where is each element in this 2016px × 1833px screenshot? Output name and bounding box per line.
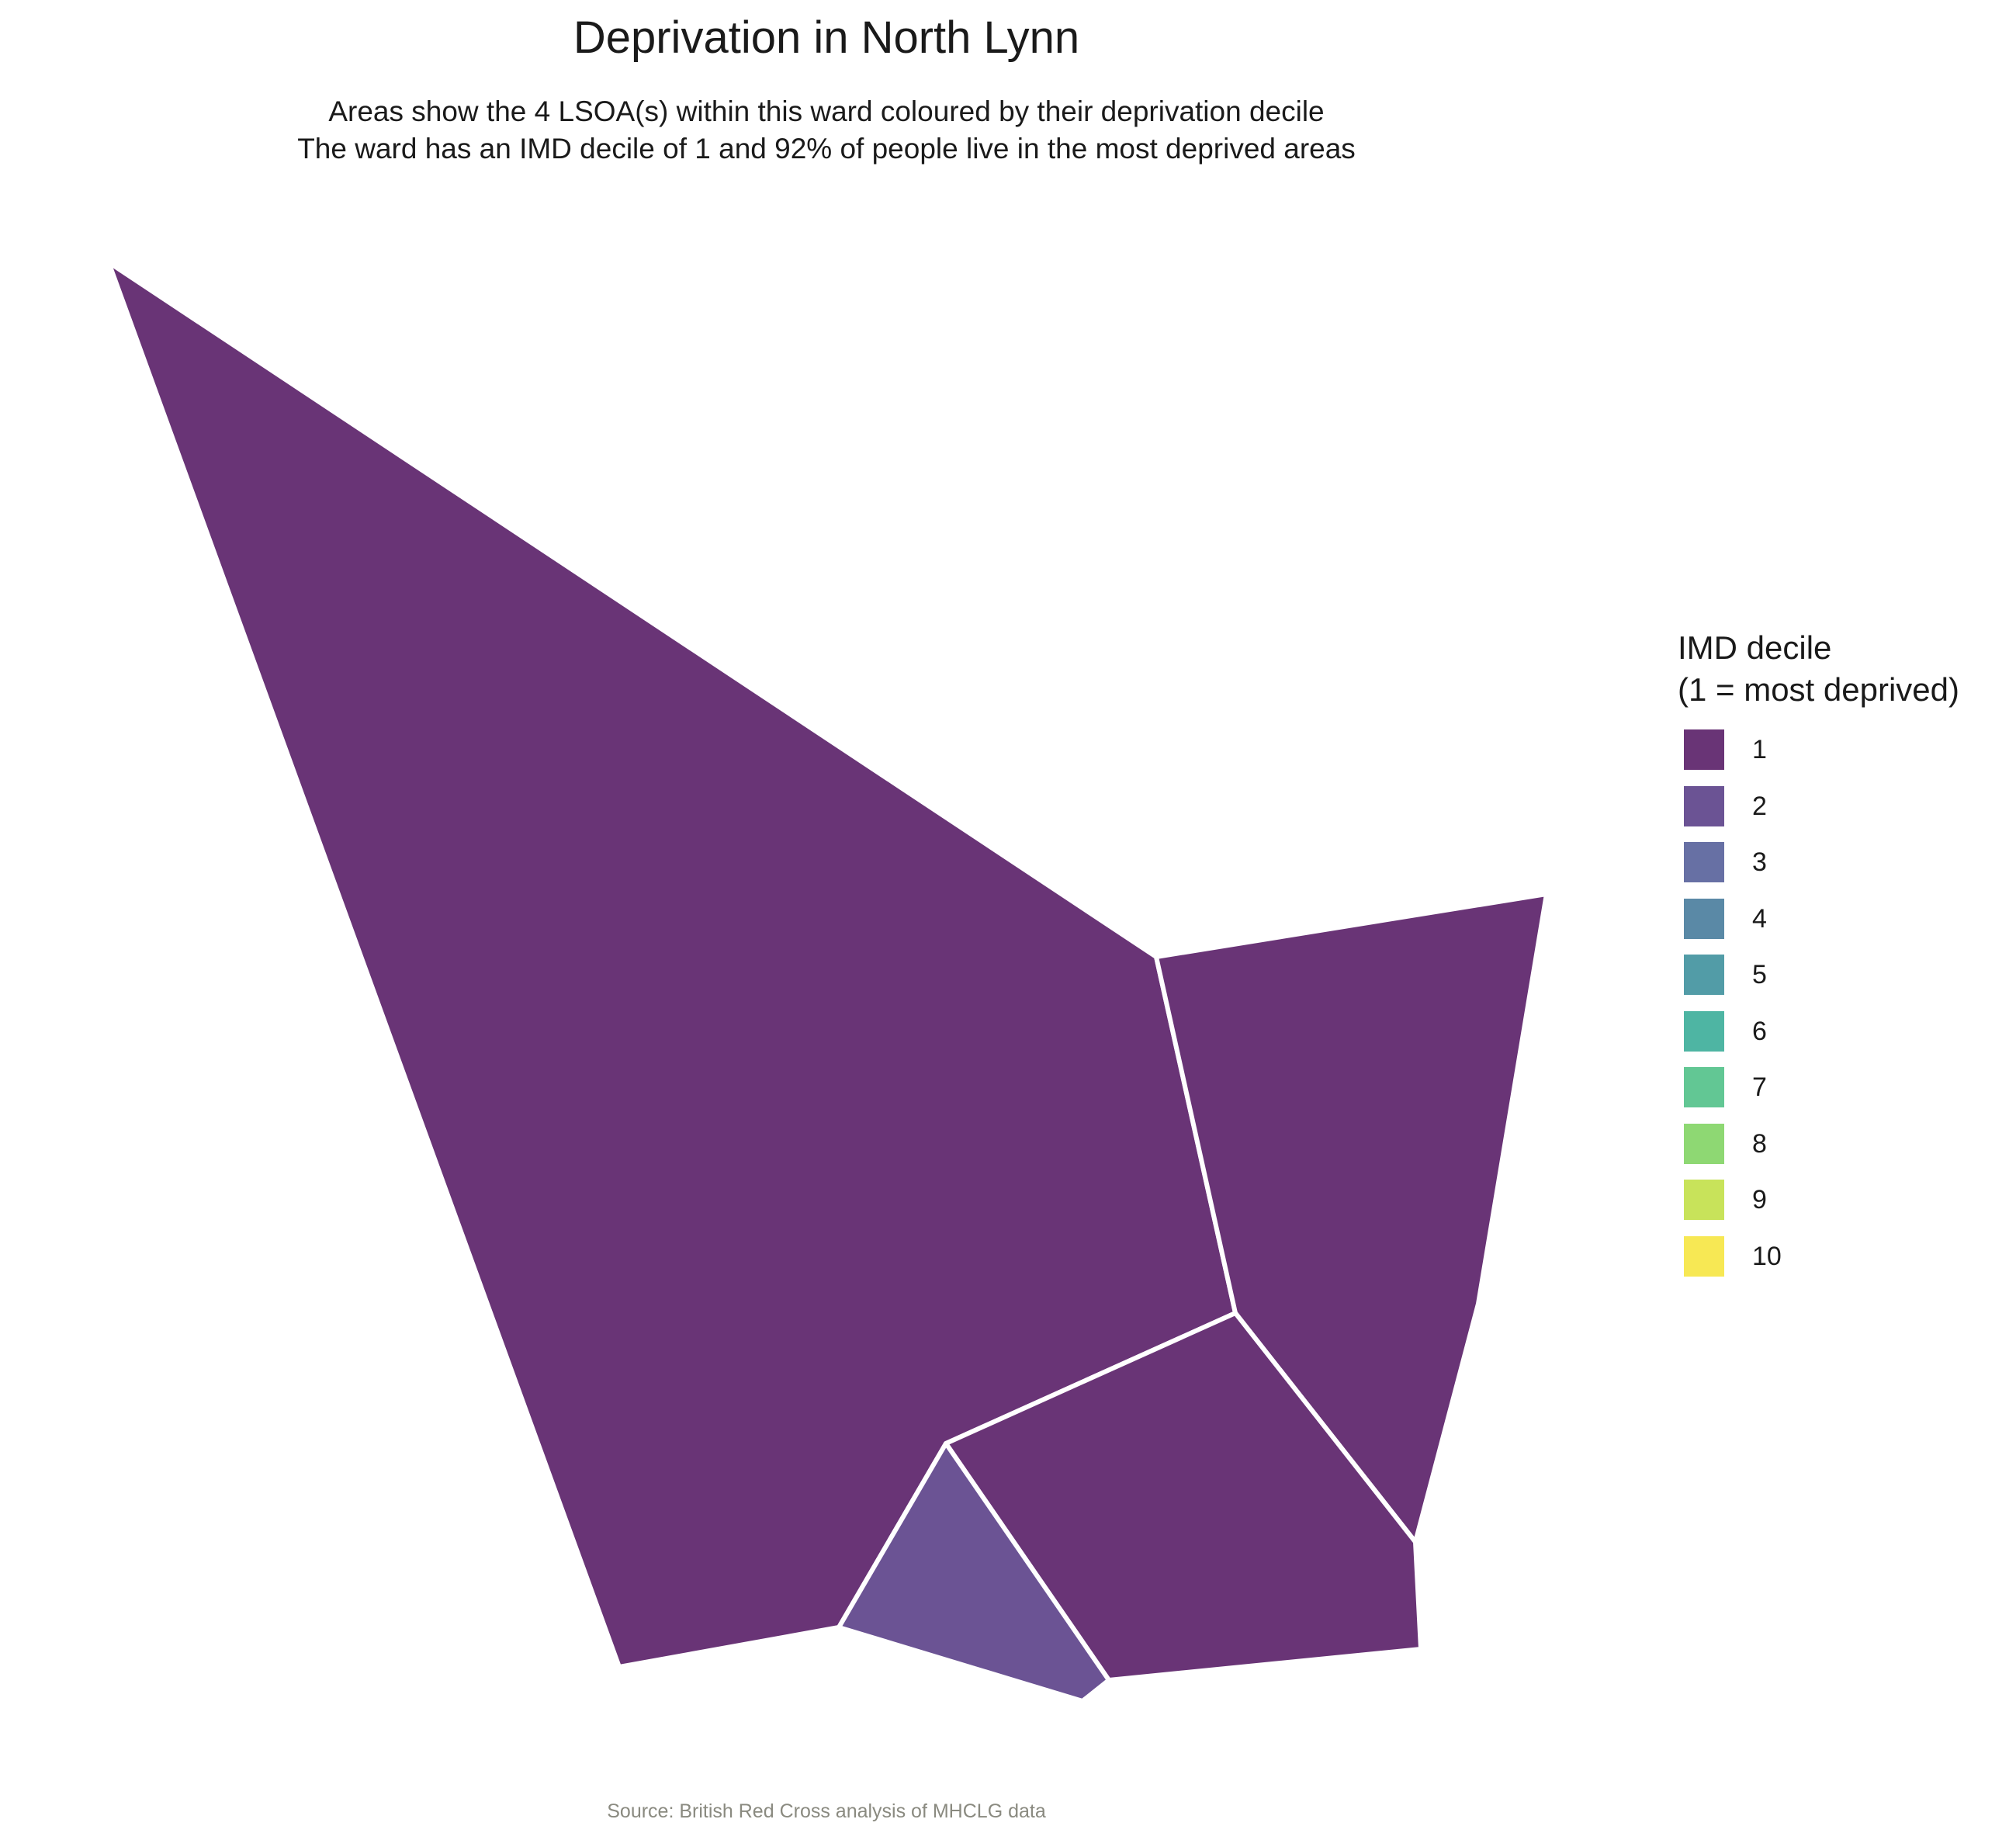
legend-swatch bbox=[1684, 1235, 1724, 1277]
legend-swatch bbox=[1684, 729, 1724, 770]
legend-item: 9 bbox=[1678, 1180, 1959, 1236]
legend: IMD decile (1 = most deprived) 1 2 3 4 5… bbox=[1678, 627, 1959, 1292]
legend-title-line-2: (1 = most deprived) bbox=[1678, 671, 1959, 708]
legend-swatch bbox=[1684, 1010, 1724, 1052]
legend-label: 2 bbox=[1752, 791, 1767, 821]
lsoa-area-small[interactable] bbox=[837, 1441, 1111, 1703]
legend-item: 3 bbox=[1678, 842, 1959, 899]
legend-label: 7 bbox=[1752, 1072, 1767, 1102]
legend-label: 4 bbox=[1752, 903, 1767, 934]
legend-item: 2 bbox=[1678, 785, 1959, 843]
legend-item: 5 bbox=[1678, 955, 1959, 1011]
subtitle-line-2: The ward has an IMD decile of 1 and 92% … bbox=[297, 133, 1356, 165]
legend-title-line-1: IMD decile bbox=[1678, 629, 1832, 666]
legend-swatch bbox=[1684, 1123, 1724, 1164]
legend-swatch bbox=[1684, 955, 1724, 995]
legend-title: IMD decile (1 = most deprived) bbox=[1678, 627, 1959, 711]
chart-title: Deprivation in North Lynn bbox=[573, 12, 1080, 63]
legend-label: 8 bbox=[1752, 1128, 1767, 1159]
legend-swatch bbox=[1684, 898, 1724, 939]
legend-item: 7 bbox=[1678, 1067, 1959, 1124]
legend-label: 1 bbox=[1752, 735, 1767, 764]
legend-item: 10 bbox=[1678, 1235, 1959, 1293]
legend-label: 6 bbox=[1752, 1016, 1767, 1046]
legend-item: 4 bbox=[1678, 898, 1959, 955]
legend-item: 1 bbox=[1678, 729, 1959, 786]
legend-swatch bbox=[1684, 1067, 1724, 1107]
legend-label: 3 bbox=[1752, 847, 1767, 877]
legend-swatch bbox=[1684, 1180, 1724, 1220]
legend-label: 10 bbox=[1752, 1241, 1782, 1271]
lsoa-areas bbox=[106, 260, 1549, 1703]
legend-items: 1 2 3 4 5 6 7 8 bbox=[1678, 729, 1959, 1292]
legend-label: 5 bbox=[1752, 960, 1767, 989]
chart-subtitle: Areas show the 4 LSOA(s) within this war… bbox=[0, 93, 1653, 168]
legend-item: 6 bbox=[1678, 1010, 1959, 1068]
subtitle-line-1: Areas show the 4 LSOA(s) within this war… bbox=[328, 95, 1325, 127]
source-caption: Source: British Red Cross analysis of MH… bbox=[607, 1800, 1046, 1822]
legend-item: 8 bbox=[1678, 1123, 1959, 1180]
legend-swatch bbox=[1684, 785, 1724, 826]
lsoa-area-east[interactable] bbox=[1154, 892, 1549, 1544]
legend-swatch bbox=[1684, 842, 1724, 882]
legend-label: 9 bbox=[1752, 1185, 1767, 1214]
